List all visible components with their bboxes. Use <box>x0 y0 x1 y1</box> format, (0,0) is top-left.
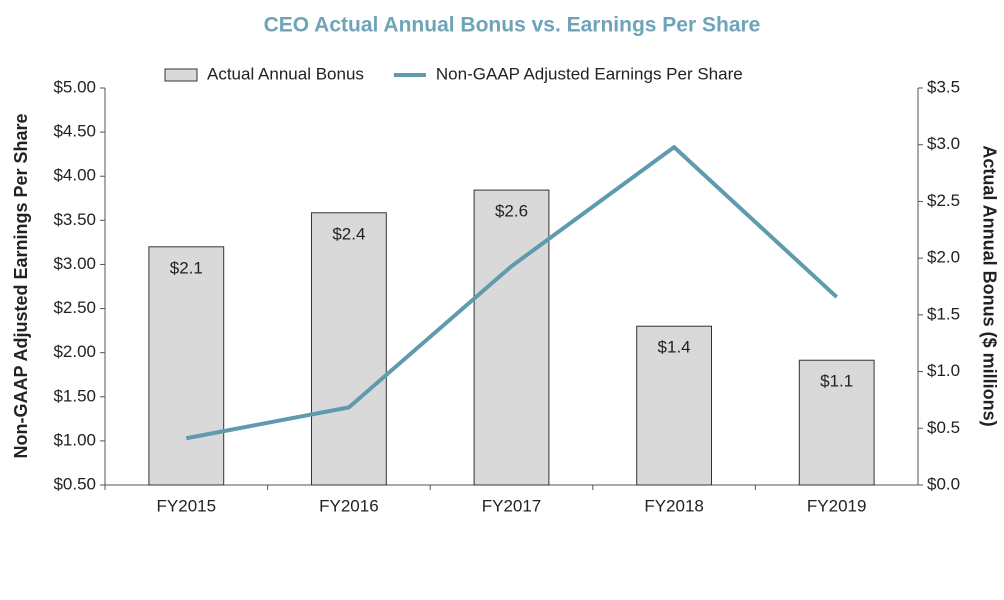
x-tick-label: FY2019 <box>807 496 867 515</box>
y2-tick-label: $3.5 <box>927 77 960 96</box>
bar <box>798 359 875 486</box>
y2-tick-label: $1.0 <box>927 361 960 380</box>
y-tick-label: $2.00 <box>53 342 96 361</box>
x-tick-label: FY2015 <box>157 496 217 515</box>
y2-tick-label: $3.0 <box>927 134 960 153</box>
bar-value-label: $2.6 <box>495 202 528 221</box>
y-tick-label: $1.50 <box>53 386 96 405</box>
y-tick-label: $3.00 <box>53 254 96 273</box>
y-tick-label: $4.50 <box>53 122 96 141</box>
y-tick-label: $0.50 <box>53 474 96 493</box>
bar <box>636 325 712 486</box>
chart-title: CEO Actual Annual Bonus vs. Earnings Per… <box>264 14 761 37</box>
y2-tick-label: $0.0 <box>927 474 960 493</box>
legend-swatch <box>164 68 198 82</box>
bar <box>473 189 550 486</box>
y-axis-title: Non-GAAP Adjusted Earnings Per Share <box>11 113 31 458</box>
x-tick-label: FY2016 <box>319 496 379 515</box>
y2-tick-label: $2.5 <box>927 191 960 210</box>
bar <box>311 212 387 486</box>
line <box>185 145 839 441</box>
y2-tick-label: $0.5 <box>927 418 960 437</box>
bar-value-label: $1.1 <box>820 372 853 391</box>
y2-axis-title: Actual Annual Bonus ($ millions) <box>979 145 999 426</box>
bar <box>148 246 225 486</box>
y2-tick-label: $2.0 <box>927 248 960 267</box>
y-tick-label: $4.00 <box>53 166 96 185</box>
bar-value-label: $2.1 <box>170 258 203 277</box>
legend-label: Non-GAAP Adjusted Earnings Per Share <box>436 64 743 83</box>
y-tick-label: $3.50 <box>53 210 96 229</box>
y-tick-label: $5.00 <box>53 77 96 96</box>
x-tick-label: FY2017 <box>482 496 542 515</box>
y-tick-label: $2.50 <box>53 298 96 317</box>
y-tick-label: $1.00 <box>53 430 96 449</box>
bar-value-label: $1.4 <box>658 338 691 357</box>
legend-label: Actual Annual Bonus <box>207 64 364 83</box>
bar-value-label: $2.4 <box>332 224 365 243</box>
x-tick-label: FY2018 <box>644 496 704 515</box>
y2-tick-label: $1.5 <box>927 304 960 323</box>
